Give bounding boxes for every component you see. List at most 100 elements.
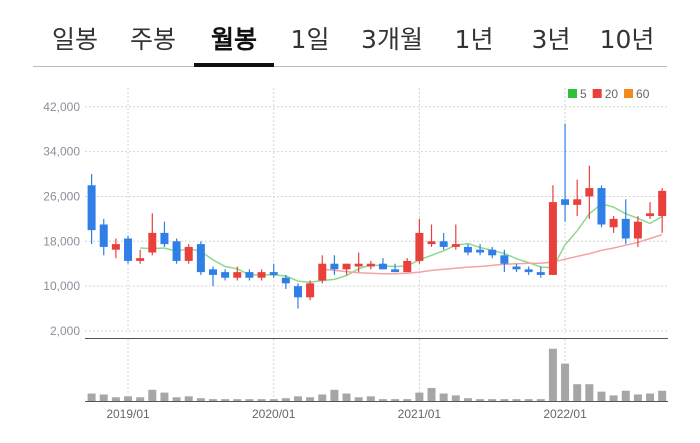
- volume-bar: [476, 399, 485, 401]
- legend-swatch: [592, 89, 602, 98]
- candle-body: [306, 283, 315, 298]
- candle-body: [609, 218, 618, 228]
- volume-bar: [330, 389, 339, 401]
- tab[interactable]: 10년: [600, 25, 655, 54]
- tab-bar: 일봉 주봉 월봉 1일 3개월 1년 3년 10년: [52, 25, 654, 67]
- candle-body: [536, 272, 545, 275]
- volume-bar: [427, 387, 436, 401]
- y-tick-label: 2,000: [50, 324, 80, 338]
- volume-bar: [124, 396, 133, 401]
- legend-label: 5: [580, 87, 587, 101]
- volume-bar: [403, 399, 412, 401]
- volume-bar: [293, 396, 302, 401]
- volume-bar: [536, 399, 545, 401]
- volume-bar: [585, 384, 594, 401]
- y-tick-label: 18,000: [43, 234, 80, 248]
- volume-bar: [281, 398, 290, 401]
- candle-body: [221, 272, 230, 278]
- volume-bar: [512, 399, 521, 401]
- volume-bar: [524, 399, 533, 401]
- volume-bar: [99, 394, 108, 401]
- x-tick-label: 2022/01: [543, 407, 587, 421]
- y-tick-label: 26,000: [43, 189, 80, 203]
- candle-body: [621, 218, 630, 239]
- candle-body: [318, 263, 327, 281]
- candle-body: [148, 232, 157, 253]
- volume-bar: [488, 399, 497, 401]
- plot-area: [85, 88, 668, 333]
- volume-bar: [196, 398, 205, 401]
- candle-body: [403, 260, 412, 273]
- volume-bar: [111, 397, 120, 401]
- candle-body: [124, 238, 133, 261]
- candle-body: [111, 244, 120, 250]
- tab[interactable]: 3개월: [361, 25, 423, 54]
- candle-body: [99, 224, 108, 247]
- candle-body: [136, 258, 145, 261]
- candle-body: [184, 246, 193, 261]
- volume-bar: [87, 393, 96, 401]
- volume-bar: [269, 399, 278, 401]
- candle-body: [269, 272, 278, 275]
- legend-swatch: [568, 89, 577, 98]
- tab[interactable]: 일봉: [52, 25, 98, 54]
- volume-bar: [548, 348, 557, 401]
- volume-bar: [391, 399, 400, 401]
- candle-body: [233, 272, 242, 278]
- candle-body: [573, 199, 582, 205]
- volume-bar: [633, 394, 642, 401]
- volume-bar: [257, 399, 266, 401]
- candle-body: [281, 277, 290, 284]
- volume-bar: [148, 389, 157, 401]
- candle-body: [196, 244, 205, 273]
- candle-body: [342, 263, 351, 270]
- x-tick-label: 2021/01: [398, 407, 442, 421]
- moving-averages: [140, 202, 663, 283]
- y-tick-label: 10,000: [43, 279, 80, 293]
- volume-bar: [342, 393, 351, 401]
- candle-body: [585, 188, 594, 197]
- legend-label: 60: [636, 87, 650, 101]
- volume-bar: [378, 399, 387, 401]
- candle-body: [633, 221, 642, 239]
- volume-bar: [573, 384, 582, 401]
- candle-body: [500, 255, 509, 264]
- volume-bar: [451, 395, 460, 401]
- volume-panel: [87, 348, 667, 401]
- candle-body: [561, 199, 570, 205]
- legend-label: 20: [605, 87, 619, 101]
- active-tab-underline: [194, 63, 274, 67]
- volume-bar: [160, 392, 169, 401]
- candle-body: [463, 246, 472, 253]
- volume-bar: [609, 395, 618, 401]
- volume-bar: [597, 391, 606, 401]
- legend-swatch: [624, 89, 634, 98]
- tab[interactable]: 3년: [532, 25, 571, 54]
- volume-bar: [209, 399, 217, 401]
- tab[interactable]: 주봉: [130, 25, 176, 54]
- volume-bar: [318, 394, 327, 401]
- candle-body: [257, 272, 266, 278]
- legend: 5 20 60: [568, 87, 650, 101]
- volume-bar: [646, 393, 655, 401]
- volume-bar: [621, 390, 630, 401]
- candle-body: [548, 202, 557, 275]
- axis-labels: 2,000 10,000 18,000 26,000 34,000 42,000 2019/…: [43, 100, 587, 421]
- candle-body: [87, 185, 96, 231]
- tab[interactable]: 1년: [455, 25, 494, 54]
- candle-body: [378, 263, 387, 270]
- tab[interactable]: 1일: [291, 25, 330, 54]
- x-tick-label: 2019/01: [106, 407, 150, 421]
- candles: [87, 123, 667, 309]
- volume-bar: [245, 399, 254, 401]
- y-tick-label: 42,000: [43, 100, 80, 114]
- volume-bar: [233, 399, 242, 401]
- candle-body: [391, 269, 400, 273]
- candle-body: [245, 272, 254, 278]
- tab[interactable]: 월봉: [211, 25, 257, 54]
- volume-bar: [415, 392, 424, 401]
- ma-line: [140, 202, 663, 283]
- volume-bar: [439, 393, 448, 401]
- candle-body: [451, 244, 460, 247]
